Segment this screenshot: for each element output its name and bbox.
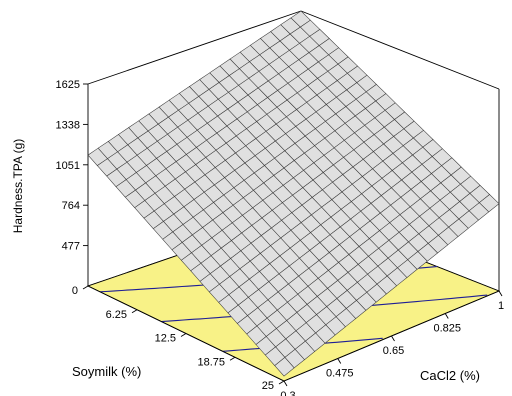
x-tick-label: 0	[72, 285, 78, 297]
x-tick-label: 12.5	[155, 333, 176, 345]
surface-cell	[274, 357, 295, 377]
x-tick-label: 18.75	[197, 356, 225, 368]
x-tick-mark	[131, 309, 138, 314]
x-tick-mark	[229, 356, 236, 361]
x-tick-mark	[180, 333, 187, 337]
y-tick-label: 0.475	[326, 368, 354, 380]
axis-labels: Hardness.TPA (g) Soymilk (%) CaCl2 (%)	[11, 139, 480, 383]
y-tick-label: 1	[498, 300, 504, 312]
z-tick-label: 1338	[56, 119, 80, 131]
y-tick-label: 0.3	[280, 390, 295, 396]
z-tick-label: 477	[62, 241, 80, 253]
y-tick-label: 0.65	[383, 345, 404, 357]
z-tick-label: 1625	[56, 79, 80, 91]
z-tick-label: 764	[62, 200, 80, 212]
y-tick-mark	[498, 290, 503, 297]
box-edge-top-right	[300, 10, 500, 90]
y-axis-title: CaCl2 (%)	[420, 368, 480, 383]
y-tick-mark	[283, 380, 288, 387]
response-surface	[87, 10, 500, 377]
z-axis-title: Hardness.TPA (g)	[11, 139, 25, 233]
axis-ticks: 477 764 1051 1338 1625 0 6.25 12.5 18.75 25 0.3 0.4…	[56, 79, 505, 396]
y-tick-mark	[337, 358, 342, 364]
box-edge-top-left	[87, 10, 302, 85]
x-tick-label: 25	[262, 380, 274, 392]
y-tick-label: 0.825	[433, 323, 461, 335]
x-tick-mark	[82, 285, 89, 290]
x-axis-title: Soymilk (%)	[72, 364, 141, 379]
y-tick-mark	[391, 335, 395, 342]
y-tick-mark	[444, 313, 449, 319]
z-tick-label: 1051	[56, 160, 80, 172]
x-tick-label: 6.25	[106, 309, 127, 321]
x-tick-mark	[278, 380, 285, 385]
